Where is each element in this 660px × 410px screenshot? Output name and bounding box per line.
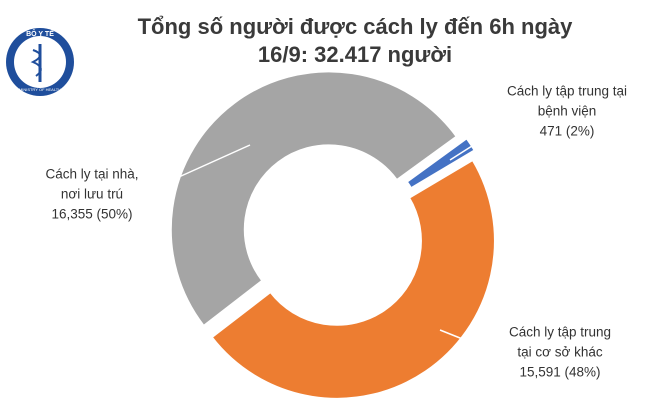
logo-subtitle: MINISTRY OF HEALTH xyxy=(19,87,61,92)
chart-title: 16/9: 32.417 người xyxy=(258,42,452,67)
donut-slice xyxy=(169,70,459,328)
chart-title: Tổng số người được cách ly đến 6h ngày xyxy=(138,14,574,39)
slice-label: nơi lưu trú xyxy=(61,187,123,202)
value-label: 15,591 (48%) xyxy=(519,365,600,380)
donut-slice xyxy=(210,158,496,400)
callout-line xyxy=(149,144,251,191)
value-label: 16,355 (50%) xyxy=(51,207,132,222)
callout-line xyxy=(439,329,471,343)
callout-line xyxy=(449,124,506,161)
slice-label: tại cơ sở khác xyxy=(517,345,602,360)
value-label: 471 (2%) xyxy=(540,124,595,139)
logo: BỘ Y TẾ MINISTRY OF HEALTH xyxy=(6,28,74,96)
logo-name: BỘ Y TẾ xyxy=(26,28,54,38)
slice-label: Cách ly tập trung tại xyxy=(507,84,627,99)
donut-slice xyxy=(405,136,476,190)
slice-label: Cách ly tại nhà, xyxy=(45,167,138,182)
slice-label: bệnh viện xyxy=(538,104,597,119)
logo-snake xyxy=(30,49,42,77)
slice-label: Cách ly tập trung xyxy=(509,325,611,340)
